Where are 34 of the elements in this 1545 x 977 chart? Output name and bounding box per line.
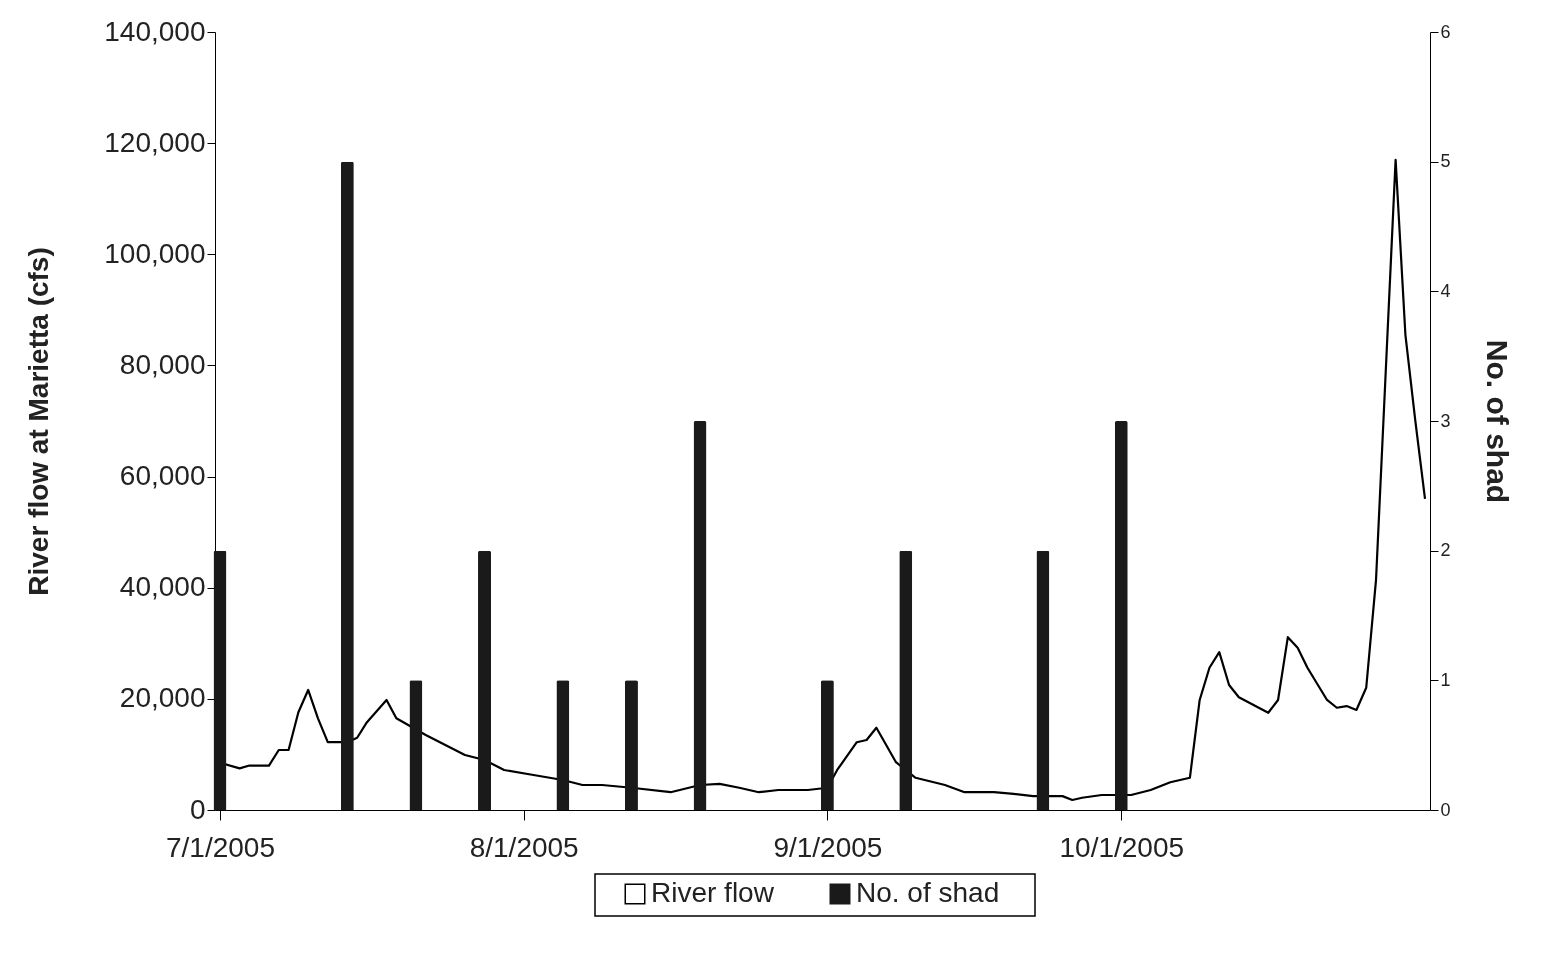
bar [409, 680, 423, 810]
y2-tick-label: 4 [1440, 280, 1451, 301]
y-axis-title: River flow at Marietta (cfs) [23, 247, 55, 596]
bar [899, 550, 913, 810]
x-tick-label: 8/1/2005 [469, 831, 579, 863]
y2-tick-label: 5 [1440, 151, 1451, 172]
y2-tick-label: 1 [1440, 669, 1451, 690]
y2-tick-label: 2 [1440, 540, 1451, 561]
bar [1114, 421, 1128, 810]
x-tick-label: 10/1/2005 [1059, 831, 1185, 863]
y2-tick-label: 3 [1440, 410, 1451, 431]
y2-tick-label: 0 [1440, 799, 1451, 820]
x-tick-label: 7/1/2005 [166, 831, 275, 863]
y-tick-label: 20,000 [119, 682, 206, 714]
bar [1036, 550, 1050, 810]
bar [340, 161, 354, 810]
bar [213, 550, 227, 810]
y-tick-label: 80,000 [119, 348, 206, 380]
bar [820, 680, 834, 810]
bar [556, 680, 570, 810]
bar [624, 680, 638, 810]
y2-axis-title: No. of shad [1480, 339, 1514, 504]
bar [693, 421, 707, 810]
y-tick-label: 140,000 [104, 15, 206, 47]
y-tick-label: 60,000 [119, 460, 206, 492]
bar [478, 550, 492, 810]
y-tick-label: 40,000 [119, 571, 206, 603]
y-tick-label: 120,000 [104, 126, 206, 158]
y-tick-label: 100,000 [104, 237, 206, 269]
legend-label: River flow [651, 877, 775, 908]
y-tick-label: 0 [189, 793, 206, 825]
y2-tick-label: 6 [1440, 21, 1451, 42]
legend-label: No. of shad [856, 877, 1000, 908]
x-tick-label: 9/1/2005 [773, 831, 883, 863]
